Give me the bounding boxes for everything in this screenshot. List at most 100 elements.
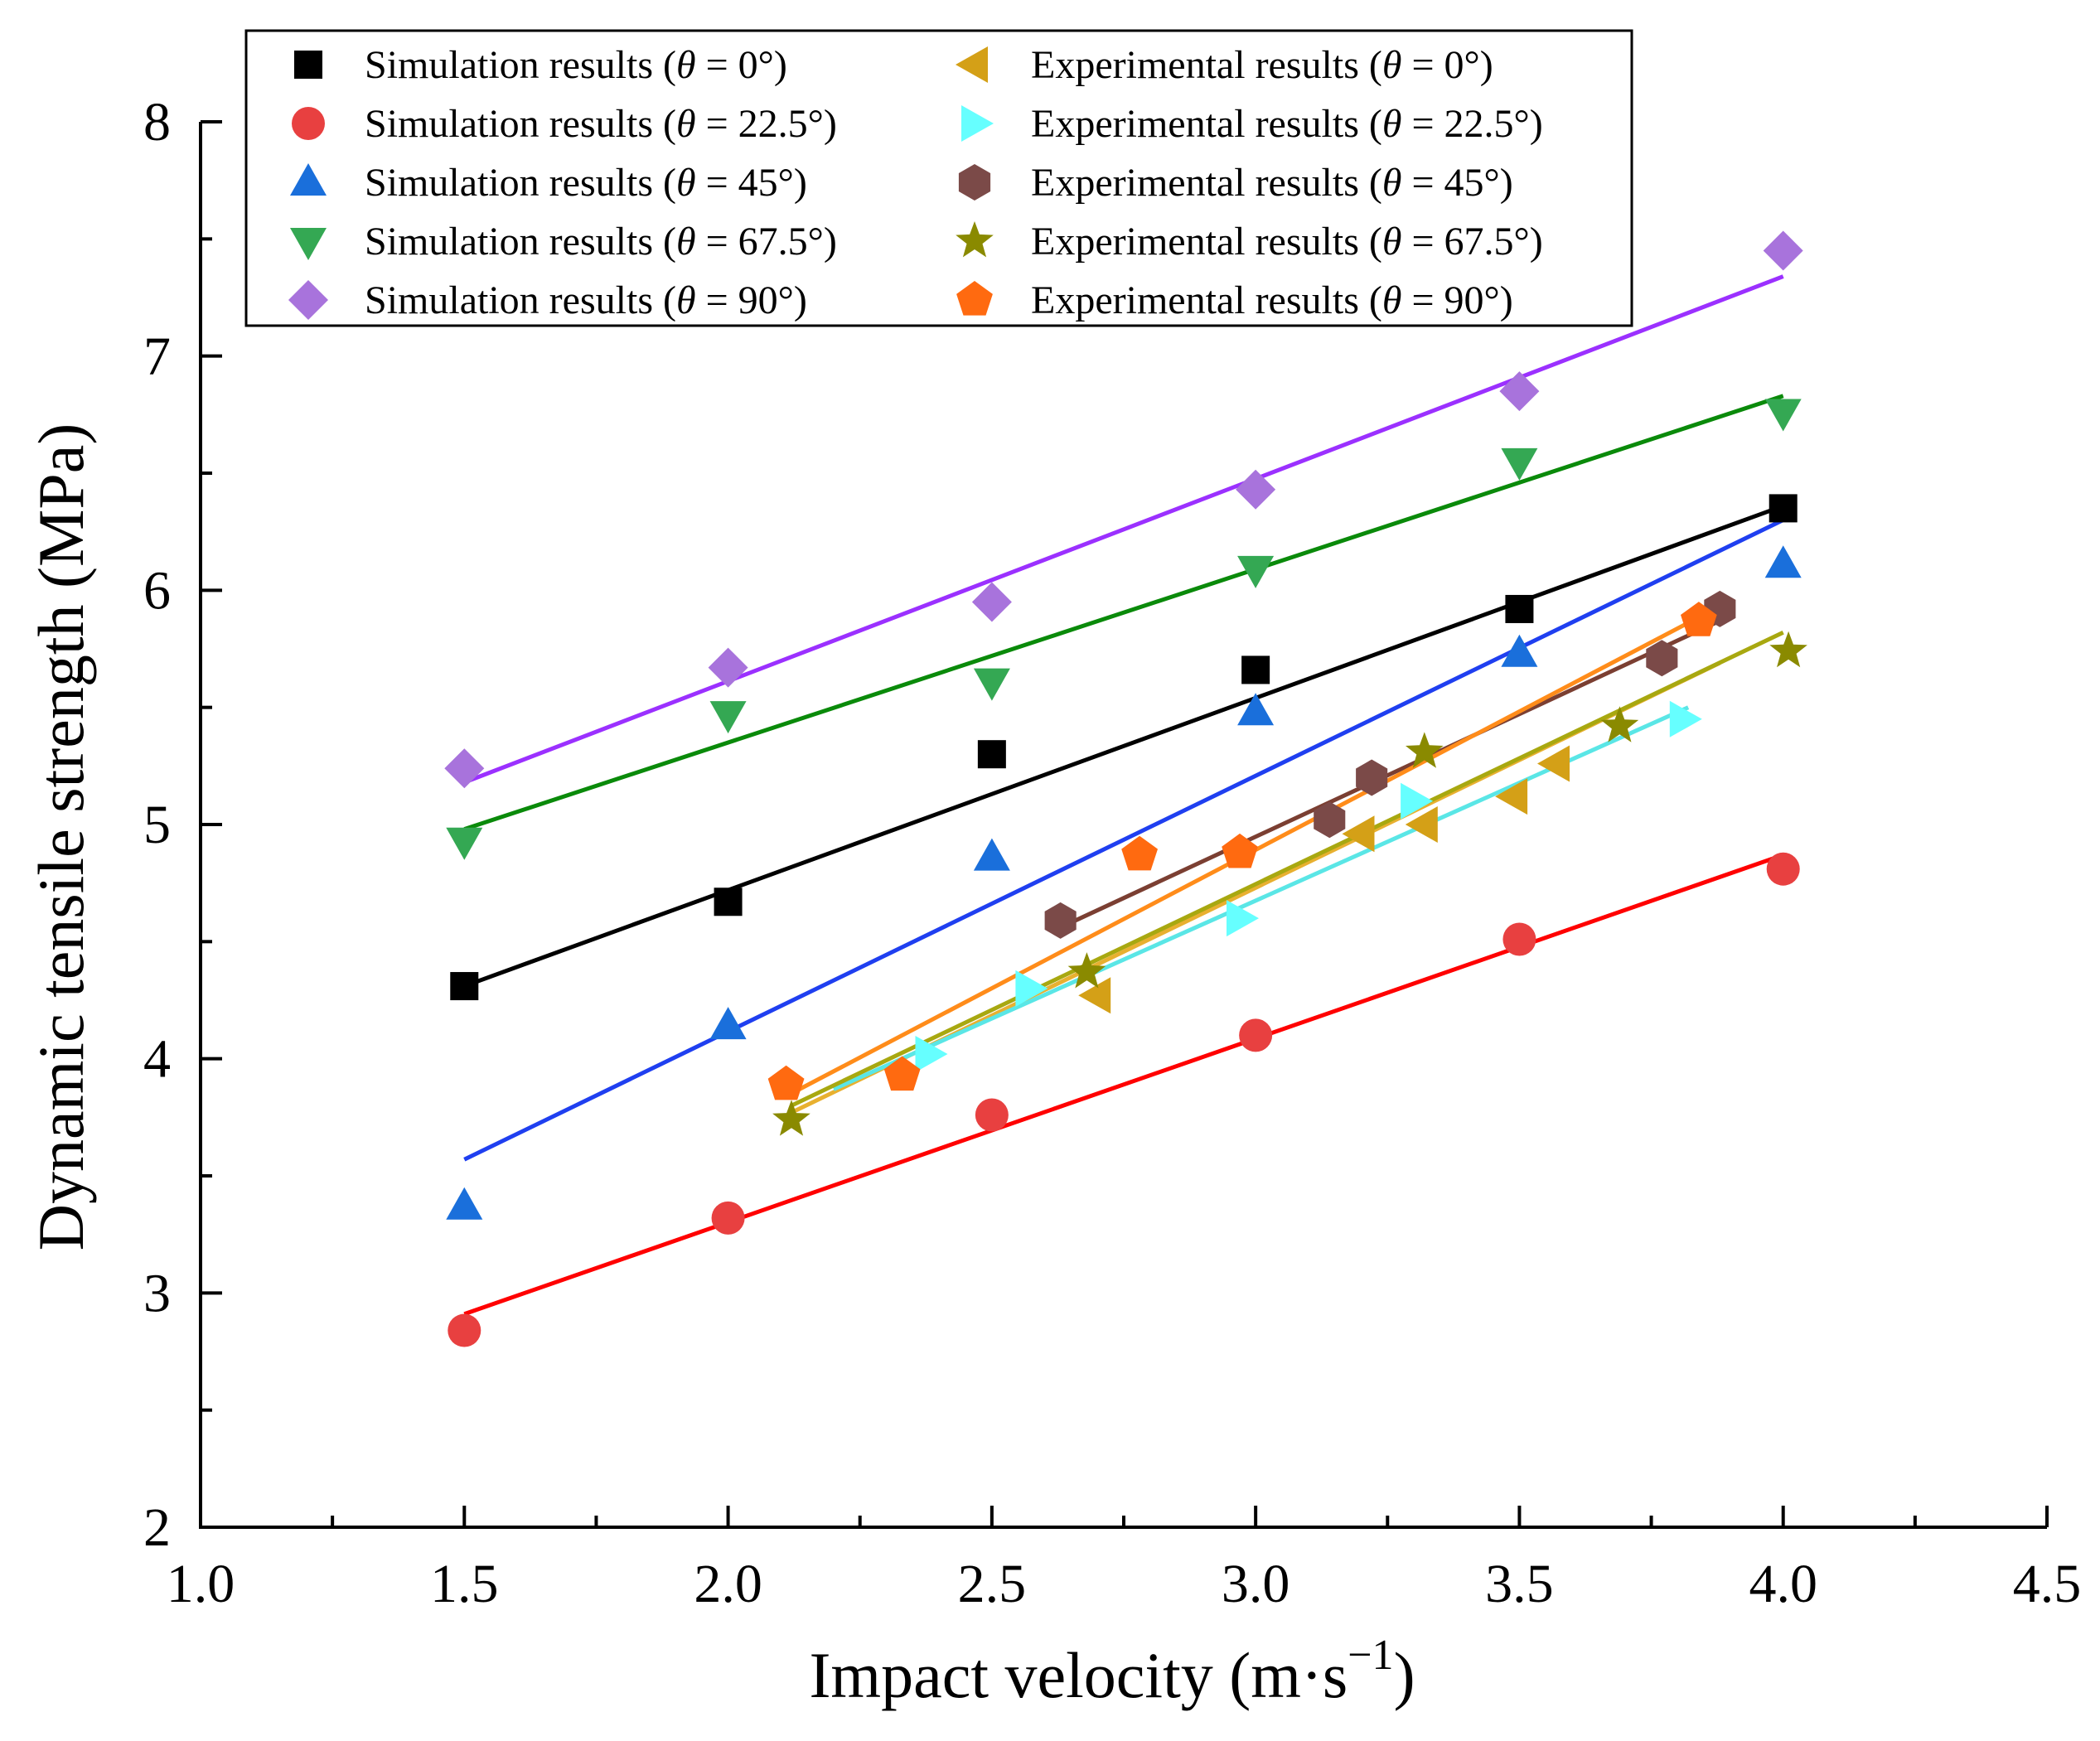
fit-line-series-3 bbox=[463, 394, 1784, 832]
data-point-series-6 bbox=[1401, 782, 1434, 820]
data-point-series-2 bbox=[1501, 634, 1538, 667]
y-tick-label: 7 bbox=[143, 326, 171, 387]
data-point-series-1 bbox=[1766, 852, 1800, 886]
data-point-series-0 bbox=[450, 972, 479, 1001]
data-point-series-0 bbox=[714, 887, 743, 916]
x-tick-label: 2.5 bbox=[958, 1554, 1027, 1614]
x-axis-title: Impact velocity (m·s−1) bbox=[809, 1632, 1415, 1711]
data-point-series-5 bbox=[1078, 977, 1111, 1014]
legend-marker bbox=[290, 228, 327, 260]
data-point-series-4 bbox=[1499, 371, 1540, 412]
x-tick-label: 4.5 bbox=[2013, 1554, 2082, 1614]
y-axis-title: Dynamic tensile strength (MPa) bbox=[25, 423, 97, 1251]
legend-item-label: Simulation results (θ = 90°) bbox=[365, 278, 807, 322]
legend-item-label: Experimental results (θ = 90°) bbox=[1031, 278, 1513, 322]
data-point-series-9 bbox=[883, 1056, 921, 1091]
data-point-series-1 bbox=[975, 1098, 1009, 1132]
fit-line-series-6 bbox=[832, 705, 1690, 1091]
x-axis: 1.0 1.5 2.0 2.5 3.0 3.5 4.0 4.5 bbox=[167, 1506, 2082, 1614]
data-point-series-3 bbox=[973, 668, 1010, 701]
x-tick-label: 3.0 bbox=[1222, 1554, 1290, 1614]
data-point-series-8 bbox=[772, 1100, 810, 1136]
legend-marker bbox=[956, 281, 993, 316]
fit-line-series-7 bbox=[1054, 616, 1726, 932]
data-point-series-3 bbox=[446, 827, 483, 860]
fit-line-series-2 bbox=[463, 518, 1784, 1162]
data-point-series-4 bbox=[708, 647, 748, 688]
data-point-series-2 bbox=[709, 1007, 747, 1040]
legend-marker bbox=[288, 280, 328, 320]
fit-line-series-0 bbox=[463, 504, 1784, 989]
data-point-series-4 bbox=[1763, 230, 1803, 271]
data-point-series-7 bbox=[1356, 759, 1388, 796]
fit-line-series-1 bbox=[463, 853, 1784, 1317]
data-point-series-6 bbox=[1015, 970, 1048, 1007]
legend-marker bbox=[292, 107, 325, 140]
legend-item-label: Experimental results (θ = 0°) bbox=[1031, 43, 1493, 87]
data-point-series-4 bbox=[444, 748, 485, 789]
x-tick-label: 3.5 bbox=[1485, 1554, 1554, 1614]
fit-line-series-8 bbox=[790, 630, 1784, 1108]
data-point-series-3 bbox=[1501, 447, 1538, 481]
data-point-series-3 bbox=[709, 701, 747, 734]
legend-box bbox=[244, 29, 1633, 327]
data-point-series-9 bbox=[1681, 602, 1717, 636]
data-markers bbox=[444, 230, 1807, 1347]
data-point-series-9 bbox=[1121, 835, 1158, 871]
x-tick-label: 4.0 bbox=[1749, 1554, 1817, 1614]
data-point-series-7 bbox=[1314, 801, 1346, 839]
y-tick-label: 2 bbox=[143, 1497, 171, 1558]
data-point-series-7 bbox=[1646, 640, 1678, 677]
data-point-series-1 bbox=[711, 1201, 745, 1235]
legend-item-label: Experimental results (θ = 45°) bbox=[1031, 161, 1513, 205]
data-point-series-3 bbox=[1237, 555, 1275, 588]
legend-item-label: Simulation results (θ = 67.5°) bbox=[365, 220, 837, 264]
data-point-series-5 bbox=[1405, 806, 1438, 843]
x-axis-title-close: ) bbox=[1394, 1639, 1415, 1711]
legend-marker bbox=[961, 105, 994, 142]
legend-marker bbox=[958, 164, 991, 201]
data-point-series-4 bbox=[1236, 469, 1276, 510]
data-point-series-6 bbox=[1669, 700, 1702, 738]
data-point-series-3 bbox=[1764, 399, 1802, 432]
x-tick-label: 1.5 bbox=[430, 1554, 499, 1614]
x-axis-title-superscript: −1 bbox=[1348, 1632, 1393, 1679]
data-point-series-9 bbox=[767, 1065, 805, 1100]
y-axis: 2 3 4 5 6 7 8 bbox=[143, 92, 222, 1558]
y-tick-label: 4 bbox=[143, 1029, 171, 1090]
data-point-series-1 bbox=[1239, 1018, 1273, 1052]
data-point-series-7 bbox=[1044, 902, 1077, 939]
data-point-series-0 bbox=[1241, 655, 1270, 684]
data-point-series-5 bbox=[1537, 745, 1570, 782]
data-point-series-8 bbox=[1406, 732, 1444, 768]
data-point-series-2 bbox=[1764, 545, 1802, 578]
data-point-series-8 bbox=[1067, 952, 1106, 989]
y-tick-label: 6 bbox=[143, 560, 171, 621]
fit-lines bbox=[463, 274, 1784, 1317]
y-tick-label: 3 bbox=[143, 1263, 171, 1323]
y-tick-label: 8 bbox=[143, 92, 171, 152]
legend-item-label: Simulation results (θ = 22.5°) bbox=[365, 102, 837, 146]
x-tick-label: 1.0 bbox=[167, 1554, 235, 1614]
data-point-series-5 bbox=[1495, 778, 1528, 815]
data-point-series-2 bbox=[973, 838, 1010, 871]
data-point-series-1 bbox=[1502, 922, 1536, 956]
legend-marker bbox=[290, 163, 327, 196]
data-point-series-9 bbox=[1222, 833, 1258, 868]
data-point-series-2 bbox=[1237, 693, 1275, 726]
data-point-series-6 bbox=[1227, 900, 1259, 937]
x-tick-label: 2.0 bbox=[694, 1554, 762, 1614]
legend-item-label: Experimental results (θ = 22.5°) bbox=[1031, 102, 1543, 146]
data-point-series-5 bbox=[1342, 815, 1375, 853]
legend-item-label: Simulation results (θ = 0°) bbox=[365, 43, 787, 87]
legend-item-label: Experimental results (θ = 67.5°) bbox=[1031, 220, 1543, 264]
data-point-series-0 bbox=[1505, 594, 1534, 623]
data-point-series-8 bbox=[1600, 706, 1639, 742]
data-point-series-1 bbox=[448, 1313, 481, 1347]
legend-marker bbox=[956, 221, 994, 258]
data-point-series-8 bbox=[1769, 631, 1807, 668]
legend-marker bbox=[294, 51, 322, 79]
legend: Simulation results (θ = 0°) Simulation re… bbox=[244, 29, 1633, 327]
data-point-series-0 bbox=[977, 740, 1006, 769]
